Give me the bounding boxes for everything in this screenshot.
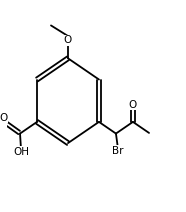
Text: O: O [129,99,137,110]
Text: Br: Br [112,145,124,156]
Text: OH: OH [13,146,29,157]
Text: O: O [0,113,7,123]
Text: O: O [64,35,72,45]
